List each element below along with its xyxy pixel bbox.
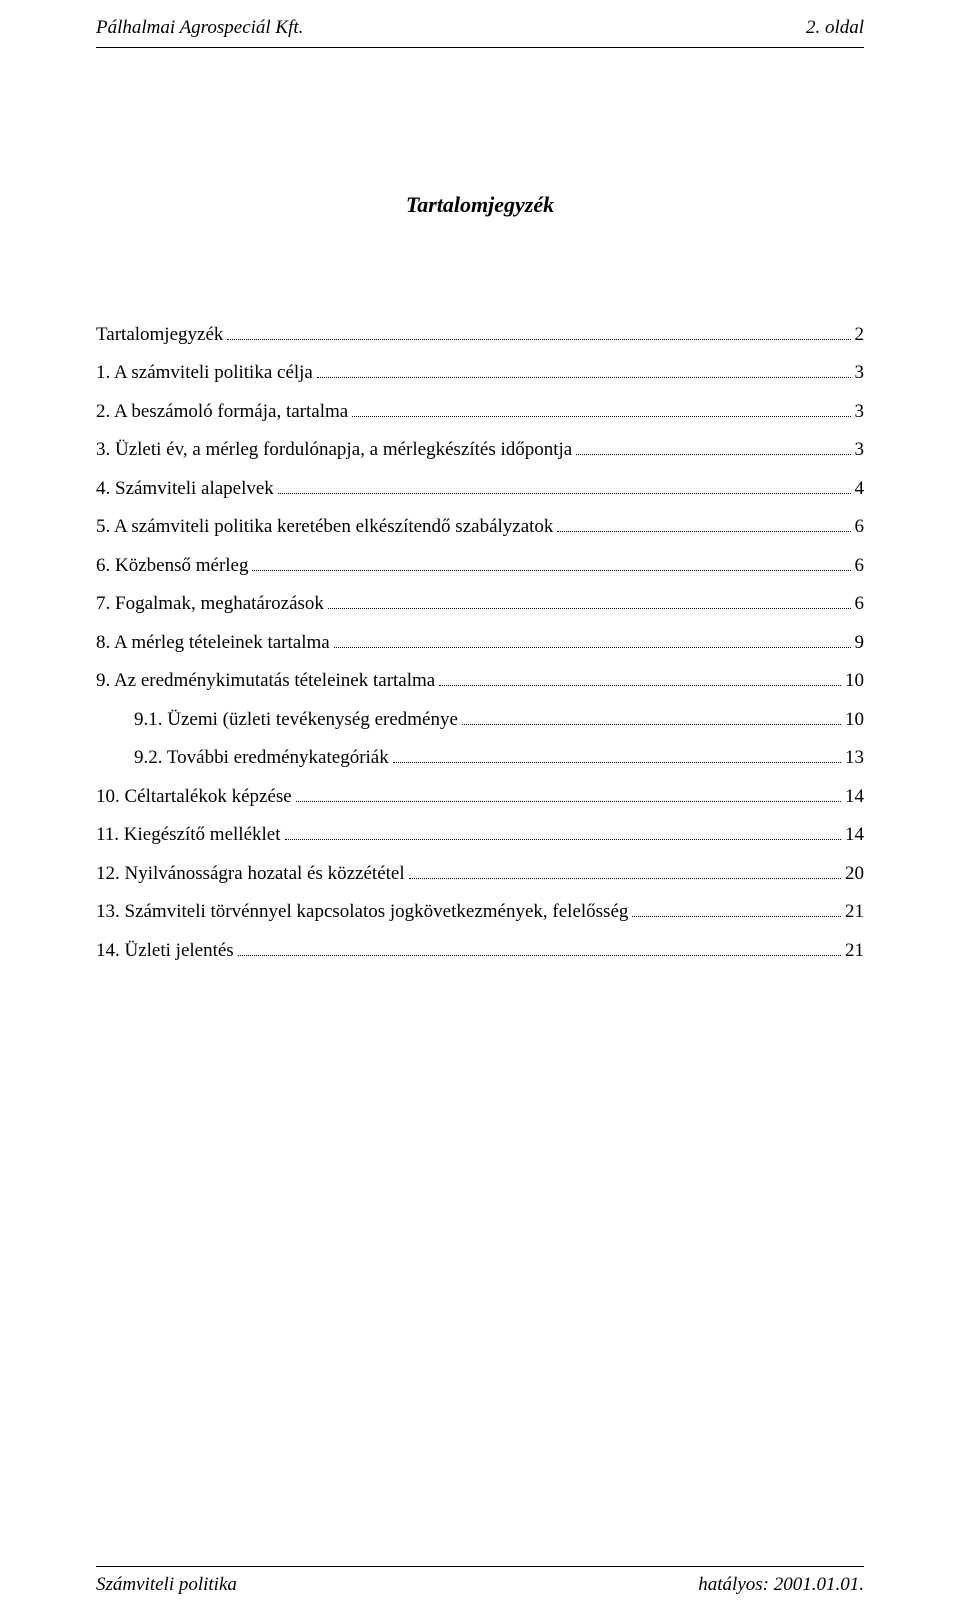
toc-entry-label: 9.2. További eredménykategóriák — [134, 744, 389, 773]
toc-entry-page: 10 — [845, 667, 864, 696]
toc-entry-label: 12. Nyilvánosságra hozatal és közzététel — [96, 860, 405, 889]
toc-leader — [238, 938, 841, 955]
toc-entry-label: 1. A számviteli politika célja — [96, 359, 313, 388]
toc-entry: 12. Nyilvánosságra hozatal és közzététel… — [96, 860, 864, 889]
toc-entry-label: 10. Céltartalékok képzése — [96, 783, 292, 812]
toc-leader — [252, 553, 850, 570]
toc-entry-page: 6 — [855, 590, 865, 619]
toc-leader — [328, 592, 851, 609]
toc-leader — [296, 784, 841, 801]
toc-leader — [462, 707, 841, 724]
page-header: Pálhalmai Agrospeciál Kft. 2. oldal — [96, 0, 864, 48]
toc-entry-page: 3 — [855, 398, 865, 427]
toc-entry-label: 6. Közbenső mérleg — [96, 552, 248, 581]
toc-leader — [285, 823, 842, 840]
toc-leader — [557, 515, 850, 532]
toc-entry-page: 13 — [845, 744, 864, 773]
toc-entry-label: 3. Üzleti év, a mérleg fordulónapja, a m… — [96, 436, 572, 465]
toc-entry: 9.1. Üzemi (üzleti tevékenység eredménye… — [96, 706, 864, 735]
page: Pálhalmai Agrospeciál Kft. 2. oldal Tart… — [0, 0, 960, 1617]
toc-entry: 2. A beszámoló formája, tartalma 3 — [96, 398, 864, 427]
toc-entry-label: 5. A számviteli politika keretében elkés… — [96, 513, 553, 542]
toc-entry-page: 21 — [845, 937, 864, 966]
toc-entry-label: Tartalomjegyzék — [96, 321, 223, 350]
page-footer: Számviteli politika hatályos: 2001.01.01… — [96, 1566, 864, 1600]
toc-leader — [393, 746, 841, 763]
toc-entry: 11. Kiegészítő melléklet 14 — [96, 821, 864, 850]
toc-entry: 7. Fogalmak, meghatározások 6 — [96, 590, 864, 619]
toc-entry-page: 10 — [845, 706, 864, 735]
toc-entry-label: 14. Üzleti jelentés — [96, 937, 234, 966]
table-of-contents: Tartalomjegyzék 2 1. A számviteli politik… — [96, 321, 864, 966]
toc-entry: 4. Számviteli alapelvek 4 — [96, 475, 864, 504]
toc-entry: 14. Üzleti jelentés 21 — [96, 937, 864, 966]
toc-entry: 3. Üzleti év, a mérleg fordulónapja, a m… — [96, 436, 864, 465]
toc-entry: 8. A mérleg tételeinek tartalma 9 — [96, 629, 864, 658]
toc-leader — [632, 900, 841, 917]
toc-entry-label: 9.1. Üzemi (üzleti tevékenység eredménye — [134, 706, 458, 735]
toc-entry: 9.2. További eredménykategóriák 13 — [96, 744, 864, 773]
toc-entry-page: 14 — [845, 821, 864, 850]
toc-entry-page: 2 — [855, 321, 865, 350]
toc-entry-label: 13. Számviteli törvénnyel kapcsolatos jo… — [96, 898, 628, 927]
toc-entry-label: 2. A beszámoló formája, tartalma — [96, 398, 348, 427]
toc-entry-page: 9 — [855, 629, 865, 658]
page-title: Tartalomjegyzék — [96, 188, 864, 221]
toc-leader — [278, 476, 851, 493]
toc-entry: 1. A számviteli politika célja 3 — [96, 359, 864, 388]
toc-leader — [334, 630, 851, 647]
toc-leader — [409, 861, 841, 878]
toc-leader — [576, 438, 850, 455]
toc-entry: 9. Az eredménykimutatás tételeinek tarta… — [96, 667, 864, 696]
toc-entry-page: 4 — [855, 475, 865, 504]
toc-entry-page: 6 — [855, 552, 865, 581]
footer-right: hatályos: 2001.01.01. — [698, 1571, 864, 1600]
footer-left: Számviteli politika — [96, 1571, 237, 1600]
toc-entry: Tartalomjegyzék 2 — [96, 321, 864, 350]
toc-entry-label: 7. Fogalmak, meghatározások — [96, 590, 324, 619]
toc-entry: 6. Közbenső mérleg 6 — [96, 552, 864, 581]
toc-entry-label: 9. Az eredménykimutatás tételeinek tarta… — [96, 667, 435, 696]
toc-entry: 5. A számviteli politika keretében elkés… — [96, 513, 864, 542]
toc-entry-label: 4. Számviteli alapelvek — [96, 475, 274, 504]
toc-entry-page: 3 — [855, 436, 865, 465]
toc-leader — [439, 669, 841, 686]
toc-entry-label: 8. A mérleg tételeinek tartalma — [96, 629, 330, 658]
toc-entry-page: 20 — [845, 860, 864, 889]
toc-leader — [227, 322, 850, 339]
toc-entry-page: 14 — [845, 783, 864, 812]
toc-entry-label: 11. Kiegészítő melléklet — [96, 821, 281, 850]
header-left: Pálhalmai Agrospeciál Kft. — [96, 14, 303, 43]
toc-entry: 10. Céltartalékok képzése 14 — [96, 783, 864, 812]
toc-entry-page: 3 — [855, 359, 865, 388]
toc-entry: 13. Számviteli törvénnyel kapcsolatos jo… — [96, 898, 864, 927]
header-right: 2. oldal — [806, 14, 864, 43]
toc-leader — [352, 399, 850, 416]
toc-entry-page: 6 — [855, 513, 865, 542]
toc-leader — [317, 361, 851, 378]
toc-entry-page: 21 — [845, 898, 864, 927]
